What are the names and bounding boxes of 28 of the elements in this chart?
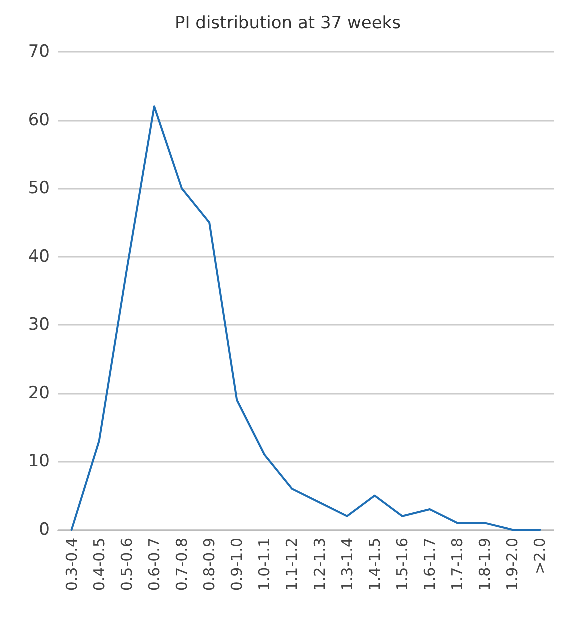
y-tick-label: 60 [28, 110, 50, 130]
y-tick-label: 10 [28, 452, 50, 472]
x-tick-label: 1.1-1.2 [283, 538, 302, 592]
x-tick-label: 1.6-1.7 [421, 538, 439, 592]
y-tick-label: 50 [28, 178, 50, 199]
y-tick-label: 20 [28, 383, 50, 404]
x-tick-label: 1.2-1.3 [310, 538, 329, 592]
line-series [70, 106, 542, 531]
x-tick-label: 0.3-0.4 [62, 538, 81, 592]
x-tick-label: 1.5-1.6 [393, 538, 412, 592]
x-tick-label: 0.6-0.7 [145, 538, 164, 592]
x-tick-label: 0.5-0.6 [118, 538, 136, 592]
x-tick-label: 1.7-1.8 [448, 538, 467, 592]
x-tick-label: >2.0 [531, 538, 550, 574]
x-tick-label: 1.4-1.5 [366, 538, 384, 592]
x-tick-label: 1.3-1.4 [338, 538, 356, 592]
x-tick-label: 0.8-0.9 [200, 538, 219, 592]
y-tick-label: 70 [28, 42, 50, 62]
x-tick-label: 0.7-0.8 [173, 538, 191, 592]
x-tick-label: 1.8-1.9 [476, 538, 494, 592]
x-tick-label: 0.4-0.5 [90, 538, 108, 592]
y-tick-label: 40 [28, 246, 50, 267]
y-tick-label: 0 [39, 520, 50, 540]
chart-title: PI distribution at 37 weeks [175, 14, 402, 34]
x-tick-label: 1.0-1.1 [256, 538, 274, 592]
x-tick-label: 0.9-1.0 [228, 538, 246, 592]
x-tick-label: 1.9-2.0 [504, 538, 522, 592]
y-tick-label: 30 [28, 315, 50, 336]
